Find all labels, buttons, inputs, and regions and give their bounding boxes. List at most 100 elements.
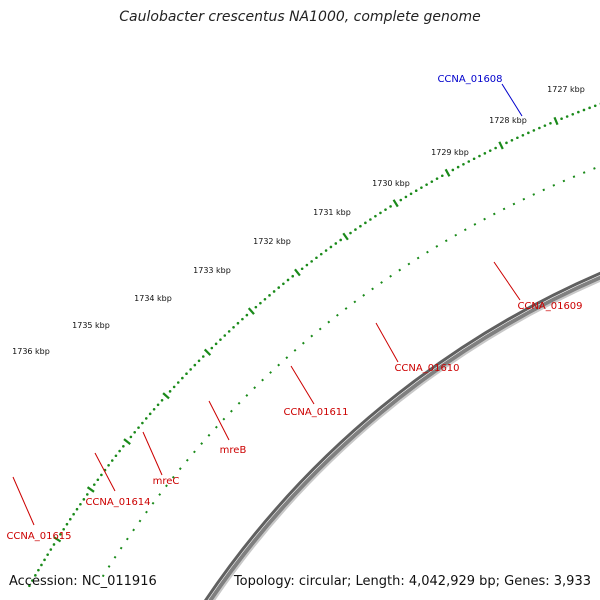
scale-dot: [483, 152, 487, 155]
backbone-highlight: [213, 279, 600, 600]
leader-line: [375, 322, 399, 363]
scale-dot: [334, 242, 338, 245]
scale-dot: [52, 543, 56, 546]
scale-dot: [430, 180, 434, 183]
scale-dot: [505, 141, 508, 145]
scale-dot: [272, 290, 276, 293]
scale-dot: [451, 168, 455, 172]
scale-dot: [141, 421, 144, 425]
scale-dot: [456, 165, 460, 169]
gene-mreb-arrow: [172, 380, 180, 390]
cog-band-olive-2: [111, 429, 119, 438]
gene-label: CCNA_01611: [283, 407, 348, 418]
scale-dot: [96, 478, 100, 482]
scale-dot: [144, 417, 148, 420]
gene-mrec-arrow: [109, 401, 117, 411]
scale-dot: [324, 249, 328, 252]
scale-dot: [28, 584, 31, 588]
leader-line: [493, 261, 521, 301]
gene-label: CCNA_01614: [85, 497, 150, 508]
scale-labels: 1727 kbp 1728 kbp 1729 kbp 1730 kbp 1731 kbp…: [12, 85, 585, 356]
scale-dot: [148, 412, 152, 416]
scale-dot: [72, 512, 75, 516]
scale-dot: [593, 104, 597, 108]
scale-dot: [588, 106, 591, 110]
scale-label: 1732 kbp: [253, 237, 291, 246]
scale-major-tick: [247, 307, 255, 315]
scale-dot: [49, 548, 53, 551]
scale-dot: [414, 189, 418, 193]
scale-dot: [133, 430, 136, 434]
scale-dot: [349, 231, 352, 235]
backbone-outer-edge: [204, 271, 600, 600]
scale-dot: [82, 498, 86, 501]
scale-dot: [152, 408, 156, 411]
page-title: Caulobacter crescentus NA1000, complete …: [119, 9, 481, 25]
scale-dot: [420, 186, 423, 189]
scale-dot: [268, 294, 271, 297]
scale-dot: [478, 154, 481, 158]
scale-dot: [197, 359, 201, 363]
scale-dot: [241, 317, 244, 321]
scale-label: 1731 kbp: [313, 208, 351, 217]
scale-dot: [65, 522, 69, 526]
scale-dot: [100, 473, 103, 477]
leader-line: [208, 400, 230, 441]
scale-dot: [521, 133, 525, 137]
gene-ccna-01608-arrow: [520, 168, 533, 171]
scale-dot: [118, 449, 121, 453]
scale-dot: [245, 313, 249, 317]
scale-dot: [168, 390, 172, 393]
scale-dot: [516, 136, 519, 140]
scale-dot: [176, 381, 180, 384]
scale-dot: [510, 138, 514, 142]
scale-major-tick: [53, 536, 62, 543]
backbone-band: [208, 275, 600, 600]
scale-dot: [543, 124, 547, 127]
scale-dot: [156, 403, 160, 407]
scale-dot: [305, 263, 309, 267]
scale-dot: [404, 195, 408, 199]
scale-dot: [43, 558, 46, 562]
scale-dot: [62, 527, 65, 531]
scale-dot: [193, 363, 197, 367]
scale-dot: [286, 278, 290, 282]
scale-dot: [185, 372, 188, 376]
gene-right-edge-arrow: [573, 162, 578, 175]
scale-label: 1730 kbp: [372, 179, 410, 188]
gene-right-edge-grey-arrow: [580, 187, 592, 191]
scale-dot: [122, 444, 125, 448]
inner-scale: [101, 165, 600, 578]
scale-major-tick: [444, 168, 451, 177]
scale-dot: [440, 174, 444, 178]
scale-dot: [462, 162, 465, 166]
scale-label: 1728 kbp: [489, 116, 527, 125]
scale-dot: [172, 385, 176, 389]
scale-dot: [201, 355, 205, 358]
scale-dot: [181, 376, 184, 380]
scale-dot: [291, 274, 295, 278]
cog-band-navy: [424, 269, 430, 281]
scale-dot: [189, 368, 192, 371]
leader-line: [94, 452, 116, 492]
scale-major-tick: [553, 116, 559, 126]
scale-dot: [315, 256, 318, 260]
scale-dot: [40, 563, 43, 567]
gene-ccna-01608-arrow-body: [520, 168, 533, 171]
leader-line: [142, 431, 163, 476]
gene-ccna-01614-arrow: [70, 418, 77, 426]
scale-dot: [409, 192, 413, 196]
scale-dot: [85, 493, 89, 496]
scale-dot: [236, 321, 240, 325]
scale-dot: [384, 208, 387, 211]
scale-dot: [31, 579, 34, 582]
scale-dot: [582, 108, 586, 112]
scale-dot: [560, 117, 563, 121]
scale-dot: [549, 122, 552, 125]
scale-dot: [577, 110, 580, 114]
gene-label: mreC: [153, 476, 180, 487]
scale-dot: [359, 224, 362, 228]
genome-backbone: [204, 271, 600, 600]
scale-major-tick: [123, 438, 131, 445]
